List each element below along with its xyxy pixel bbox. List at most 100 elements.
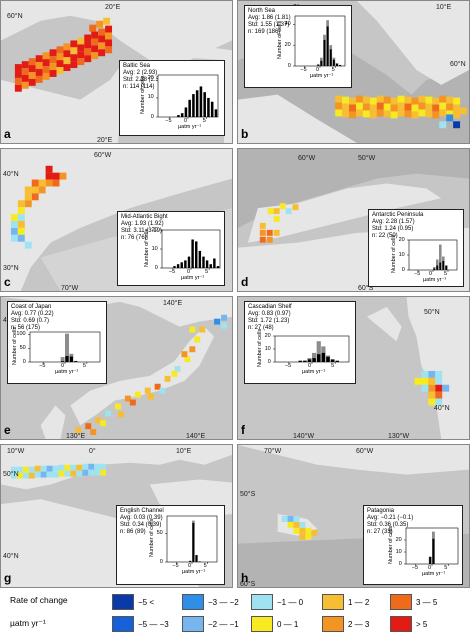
legend-label: −5 < — [138, 597, 155, 607]
legend-item: −5 — −3 — [112, 613, 169, 635]
x-tick-label: 5 — [203, 563, 207, 569]
y-axis-label: Number of cells — [144, 228, 150, 267]
x-tick-label: 5 — [205, 269, 209, 275]
histogram-inset: Baltic Sea Avg: 2 (2.93) Std: 2.38 (2.38) n… — [119, 60, 225, 136]
histogram-bar-significant — [184, 260, 187, 268]
histogram-bar-significant — [207, 97, 210, 117]
histogram-bar-significant — [191, 239, 194, 268]
histogram-bar-significant — [214, 109, 218, 117]
stat-avg: Avg: 0.77 (0.22) — [11, 311, 54, 317]
legend-title-rate: Rate of change — [10, 595, 68, 605]
histogram-plot — [404, 527, 459, 566]
x-tick-label: 5 — [202, 118, 206, 124]
histogram-bar-all — [316, 341, 321, 362]
stat-title: Baltic Sea — [123, 63, 151, 69]
coordinate-label: 10°E — [176, 448, 192, 455]
stat-title: Patagonia — [367, 508, 395, 514]
y-tick-label: 40 — [284, 20, 291, 27]
histogram-bar-significant — [198, 561, 201, 562]
histogram-bar-significant — [216, 266, 220, 268]
stat-title: Antarctic Peninsula — [372, 212, 424, 218]
legend-item: −2 — −1 — [182, 613, 239, 635]
histogram-inset: Mid-Atlantic Bight Avg: 1.93 (1.92) Std: 3… — [117, 211, 225, 286]
legend-swatch — [322, 594, 344, 610]
x-tick-label: 0 — [308, 363, 312, 369]
histogram-bar-all — [436, 259, 439, 270]
histogram-bar-significant — [209, 264, 212, 268]
x-axis-label: µatm yr⁻¹ — [181, 275, 205, 281]
stats-block: Cascadian Shelf Avg: 0.83 (0.97) Std: 1.72… — [248, 304, 292, 332]
y-tick-label: 10 — [395, 548, 402, 555]
coordinate-label: 40°N — [3, 171, 19, 178]
panel-letter: h — [241, 571, 249, 585]
x-tick-label: 0 — [428, 565, 432, 571]
y-tick-label: 0 — [154, 264, 158, 271]
panel-letter: f — [241, 423, 245, 437]
map-panel-f: 50°N 140°W 130°W 40°N f Cascadian Shelf Avg: 0… — [237, 296, 470, 440]
histogram-bar-significant — [202, 256, 205, 268]
legend-swatch — [112, 616, 134, 632]
histogram-bar-significant — [330, 359, 335, 362]
histogram-bar-significant — [436, 265, 439, 270]
y-axis-label: Number of cells — [388, 525, 394, 564]
coordinate-label: 60°W — [356, 448, 374, 455]
panel-letter: b — [241, 127, 249, 141]
histogram-bar-significant — [442, 261, 445, 270]
y-axis-label: Number of cells — [257, 328, 263, 367]
x-tick-label: 5 — [331, 363, 335, 369]
histogram-bar-significant — [61, 361, 65, 362]
x-axis-label: µatm yr⁻¹ — [302, 369, 326, 375]
legend-label: 2 — 3 — [348, 619, 370, 629]
x-axis-label: µatm yr⁻¹ — [182, 569, 206, 575]
legend-swatch — [322, 616, 344, 632]
stat-avg: Avg: 1.86 (1.81) — [248, 15, 291, 21]
stat-title: North Sea — [248, 8, 276, 14]
histogram-bar-significant — [317, 64, 320, 66]
coordinate-label: 50°S — [240, 491, 256, 498]
histogram-bar-significant — [199, 86, 203, 117]
histogram-plot — [28, 331, 101, 364]
x-tick-label: 5 — [331, 67, 335, 73]
stats-block: English Channel Avg: 0.03 (0.39) Std: 0.34… — [120, 508, 164, 536]
coordinate-label: 130°E — [66, 433, 86, 440]
legend-swatch — [251, 616, 273, 632]
legend-item: −5 < — [112, 591, 154, 613]
histogram-plot — [156, 74, 219, 119]
x-tick-label: −5 — [172, 563, 179, 569]
histogram-inset: Patagonia Avg: −0.21 (−0.1) Std: 0.36 (0.3… — [363, 505, 463, 585]
stat-n: n: 22 (50) — [372, 233, 398, 239]
y-tick-label: 20 — [284, 41, 291, 48]
x-tick-label: 0 — [188, 563, 192, 569]
x-tick-label: −5 — [300, 67, 307, 73]
y-tick-label: 10 — [147, 94, 154, 101]
stat-n: n: 114 (114) — [123, 84, 155, 90]
y-tick-label: 0 — [150, 113, 154, 120]
stat-n: n: 76 (76) — [121, 235, 147, 241]
y-tick-label: 0 — [267, 358, 271, 365]
stat-std: Std: 0.34 (0.39) — [120, 522, 162, 528]
legend-swatch — [112, 594, 134, 610]
stats-block: Baltic Sea Avg: 2 (2.93) Std: 2.38 (2.38) n… — [123, 63, 164, 91]
stat-std: Std: 2.38 (2.38) — [123, 77, 165, 83]
histogram-bar-significant — [210, 101, 214, 117]
x-tick-label: 0 — [429, 271, 433, 277]
histogram-bar-significant — [180, 262, 183, 268]
legend-item: > 5 — [390, 613, 427, 635]
x-tick-label: −5 — [39, 363, 46, 369]
x-axis-label: µatm yr⁻¹ — [55, 369, 79, 375]
histogram-bar-significant — [336, 63, 338, 66]
histogram-bar-all — [312, 352, 317, 362]
histogram-bar-significant — [189, 560, 192, 562]
panel-letter: a — [4, 127, 11, 141]
histogram-inset: North Sea Avg: 1.86 (1.81) Std: 1.55 (1.37… — [244, 5, 352, 88]
histogram-bar-significant — [323, 39, 326, 66]
histogram-plot — [160, 229, 221, 270]
stats-block: Antarctic Peninsula Avg: 2.28 (1.57) Std: … — [372, 212, 423, 240]
stat-std: Std: 1.72 (1.23) — [248, 318, 290, 324]
histogram-inset: English Channel Avg: 0.03 (0.39) Std: 0.34… — [116, 505, 225, 585]
coordinate-label: 60°N — [7, 13, 23, 20]
histogram-bar-significant — [433, 268, 436, 270]
histogram-bar-significant — [439, 262, 442, 270]
x-tick-label: −5 — [165, 118, 172, 124]
